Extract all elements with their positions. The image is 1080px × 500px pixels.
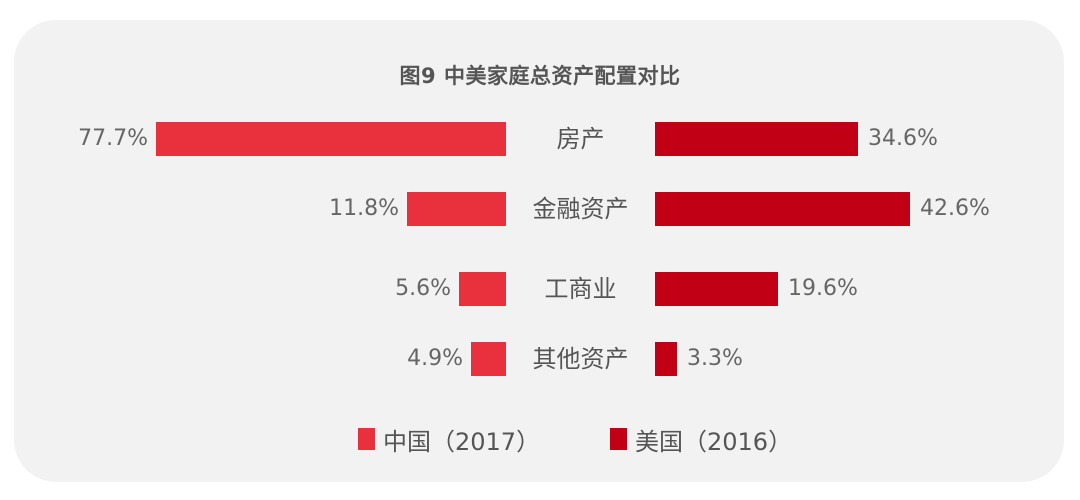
value-label-china: 11.8% bbox=[329, 196, 399, 221]
legend-item-china: 中国（2017） bbox=[358, 422, 540, 456]
legend-item-usa: 美国（2016） bbox=[610, 422, 792, 456]
legend-swatch-usa bbox=[610, 428, 627, 450]
bar-usa bbox=[655, 192, 910, 226]
value-label-usa: 42.6% bbox=[920, 196, 990, 221]
bar-china bbox=[156, 122, 506, 156]
value-label-usa: 34.6% bbox=[868, 126, 938, 151]
value-label-usa: 19.6% bbox=[788, 276, 858, 301]
bar-china bbox=[459, 272, 506, 306]
legend-label-usa: 美国（2016） bbox=[635, 427, 793, 456]
category-label: 房产 bbox=[556, 125, 605, 153]
legend-swatch-china bbox=[358, 428, 375, 450]
chart-card bbox=[14, 20, 1064, 482]
category-label: 金融资产 bbox=[532, 195, 629, 223]
value-label-china: 4.9% bbox=[407, 346, 463, 371]
category-label: 工商业 bbox=[544, 275, 617, 303]
value-label-china: 77.7% bbox=[78, 126, 148, 151]
chart-title: 图9 中美家庭总资产配置对比 bbox=[399, 64, 681, 88]
bar-usa bbox=[655, 122, 858, 156]
bar-usa bbox=[655, 272, 778, 306]
bar-usa bbox=[655, 342, 677, 376]
value-label-china: 5.6% bbox=[395, 276, 451, 301]
legend-label-china: 中国（2017） bbox=[383, 427, 541, 456]
category-label: 其他资产 bbox=[532, 345, 629, 373]
bar-china bbox=[407, 192, 506, 226]
value-label-usa: 3.3% bbox=[687, 346, 743, 371]
bar-china bbox=[471, 342, 506, 376]
